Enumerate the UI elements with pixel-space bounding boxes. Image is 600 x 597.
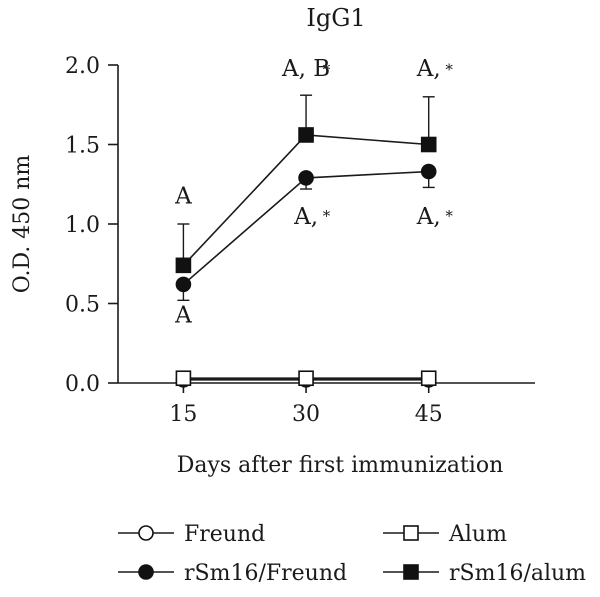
y-tick-label: 0.5	[65, 293, 100, 318]
legend-label-rsm16-alum: rSm16/alum	[449, 561, 586, 586]
significance-label: A,	[416, 56, 441, 82]
data-point-alum	[175, 370, 192, 387]
significance-asterisk: *	[445, 61, 453, 79]
y-tick-label: 1.0	[65, 213, 100, 238]
data-point-rsm16-alum	[298, 127, 314, 143]
y-tick-label: 2.0	[65, 54, 100, 79]
significance-label: A	[174, 183, 192, 209]
legend-marker-freund	[138, 525, 154, 541]
data-point-rsm16-freund	[175, 276, 192, 293]
data-point-rsm16-freund	[420, 163, 437, 180]
significance-label: A	[174, 303, 192, 329]
legend-marker-rsm16-freund	[138, 564, 154, 580]
significance-asterisk: *	[323, 61, 331, 79]
x-axis-label: Days after first immunization	[177, 453, 504, 478]
y-tick-label: 1.5	[65, 134, 100, 159]
significance-label: A, B	[281, 56, 330, 82]
legend-marker-rsm16-alum	[403, 564, 419, 580]
legend-label-alum: Alum	[448, 522, 507, 547]
series-line-rsm16-alum	[182, 134, 429, 266]
y-tick-label: 0.0	[65, 372, 100, 397]
legend-marker-alum	[403, 525, 419, 541]
chart-title: IgG1	[306, 4, 365, 32]
legend-label-freund: Freund	[184, 522, 265, 547]
legend: Freund Alum rSm16/Freund rSm16/alum	[118, 522, 586, 586]
data-point-rsm16-freund	[298, 170, 314, 186]
data-point-rsm16-alum	[175, 257, 192, 274]
x-tick-label: 30	[292, 402, 320, 427]
data-point-rsm16-alum	[420, 136, 437, 153]
significance-asterisk: *	[445, 207, 453, 225]
data-point-alum	[298, 370, 314, 387]
y-axis-label: O.D. 450 nm	[10, 155, 35, 294]
x-tick-label: 45	[415, 402, 443, 427]
significance-label: A,	[416, 204, 441, 230]
significance-label: A,	[293, 204, 318, 230]
significance-asterisk: *	[323, 207, 331, 225]
x-tick-label: 15	[169, 402, 197, 427]
legend-label-rsm16-freund: rSm16/Freund	[184, 561, 347, 586]
data-point-alum	[420, 370, 437, 387]
